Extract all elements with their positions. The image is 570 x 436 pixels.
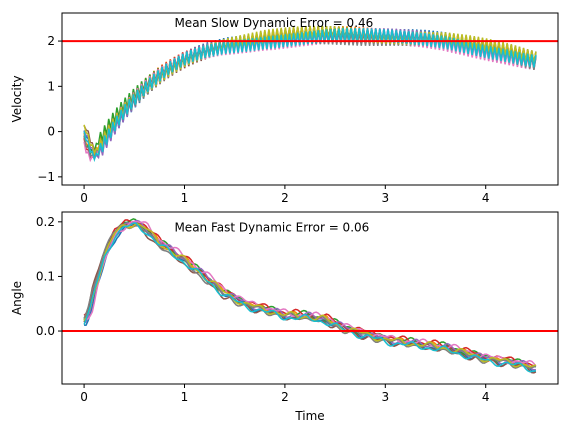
x-tick-label: 0 <box>80 191 88 205</box>
angle-traces <box>83 218 537 374</box>
angle-x-ticks: 0 1 2 3 4 <box>80 384 490 404</box>
angle-plot-frame <box>61 211 559 385</box>
velocity-annotation: Mean Slow Dynamic Error = 0.46 <box>174 16 373 30</box>
x-tick-label: 0 <box>80 390 88 404</box>
angle-y-ticks: 0.0 0.1 0.2 <box>36 215 62 338</box>
x-tick-label: 1 <box>181 191 189 205</box>
x-tick-label: 2 <box>281 191 289 205</box>
time-x-axis-label: Time <box>294 409 324 423</box>
y-tick-label: −1 <box>37 170 55 184</box>
x-tick-label: 4 <box>482 191 490 205</box>
velocity-plot-frame <box>61 12 559 186</box>
velocity-trace-10 <box>83 28 537 163</box>
velocity-plot: 0 1 2 3 4 −1 0 1 2 Mean Slow Dynamic Error = 0.… <box>10 12 559 205</box>
angle-plot: 0 1 2 3 4 0.0 0.1 0.2 Mean Fast Dynamic Error … <box>10 211 559 423</box>
velocity-x-ticks: 0 1 2 3 4 <box>80 185 490 205</box>
angle-trace-8 <box>83 223 537 369</box>
y-tick-label: 1 <box>47 79 55 93</box>
x-tick-label: 4 <box>482 390 490 404</box>
x-tick-label: 1 <box>181 390 189 404</box>
angle-trace-10 <box>83 222 536 373</box>
x-tick-label: 2 <box>281 390 289 404</box>
y-tick-label: 2 <box>47 34 55 48</box>
x-tick-label: 3 <box>381 390 389 404</box>
angle-annotation: Mean Fast Dynamic Error = 0.06 <box>174 220 369 234</box>
y-tick-label: 0.2 <box>36 215 55 229</box>
x-tick-label: 3 <box>381 191 389 205</box>
velocity-traces <box>83 25 537 163</box>
y-tick-label: 0.1 <box>36 269 55 283</box>
velocity-y-ticks: −1 0 1 2 <box>37 34 62 184</box>
angle-y-axis-label: Angle <box>10 281 24 315</box>
velocity-y-axis-label: Velocity <box>10 75 24 122</box>
y-tick-label: 0.0 <box>36 324 55 338</box>
y-tick-label: 0 <box>47 125 55 139</box>
